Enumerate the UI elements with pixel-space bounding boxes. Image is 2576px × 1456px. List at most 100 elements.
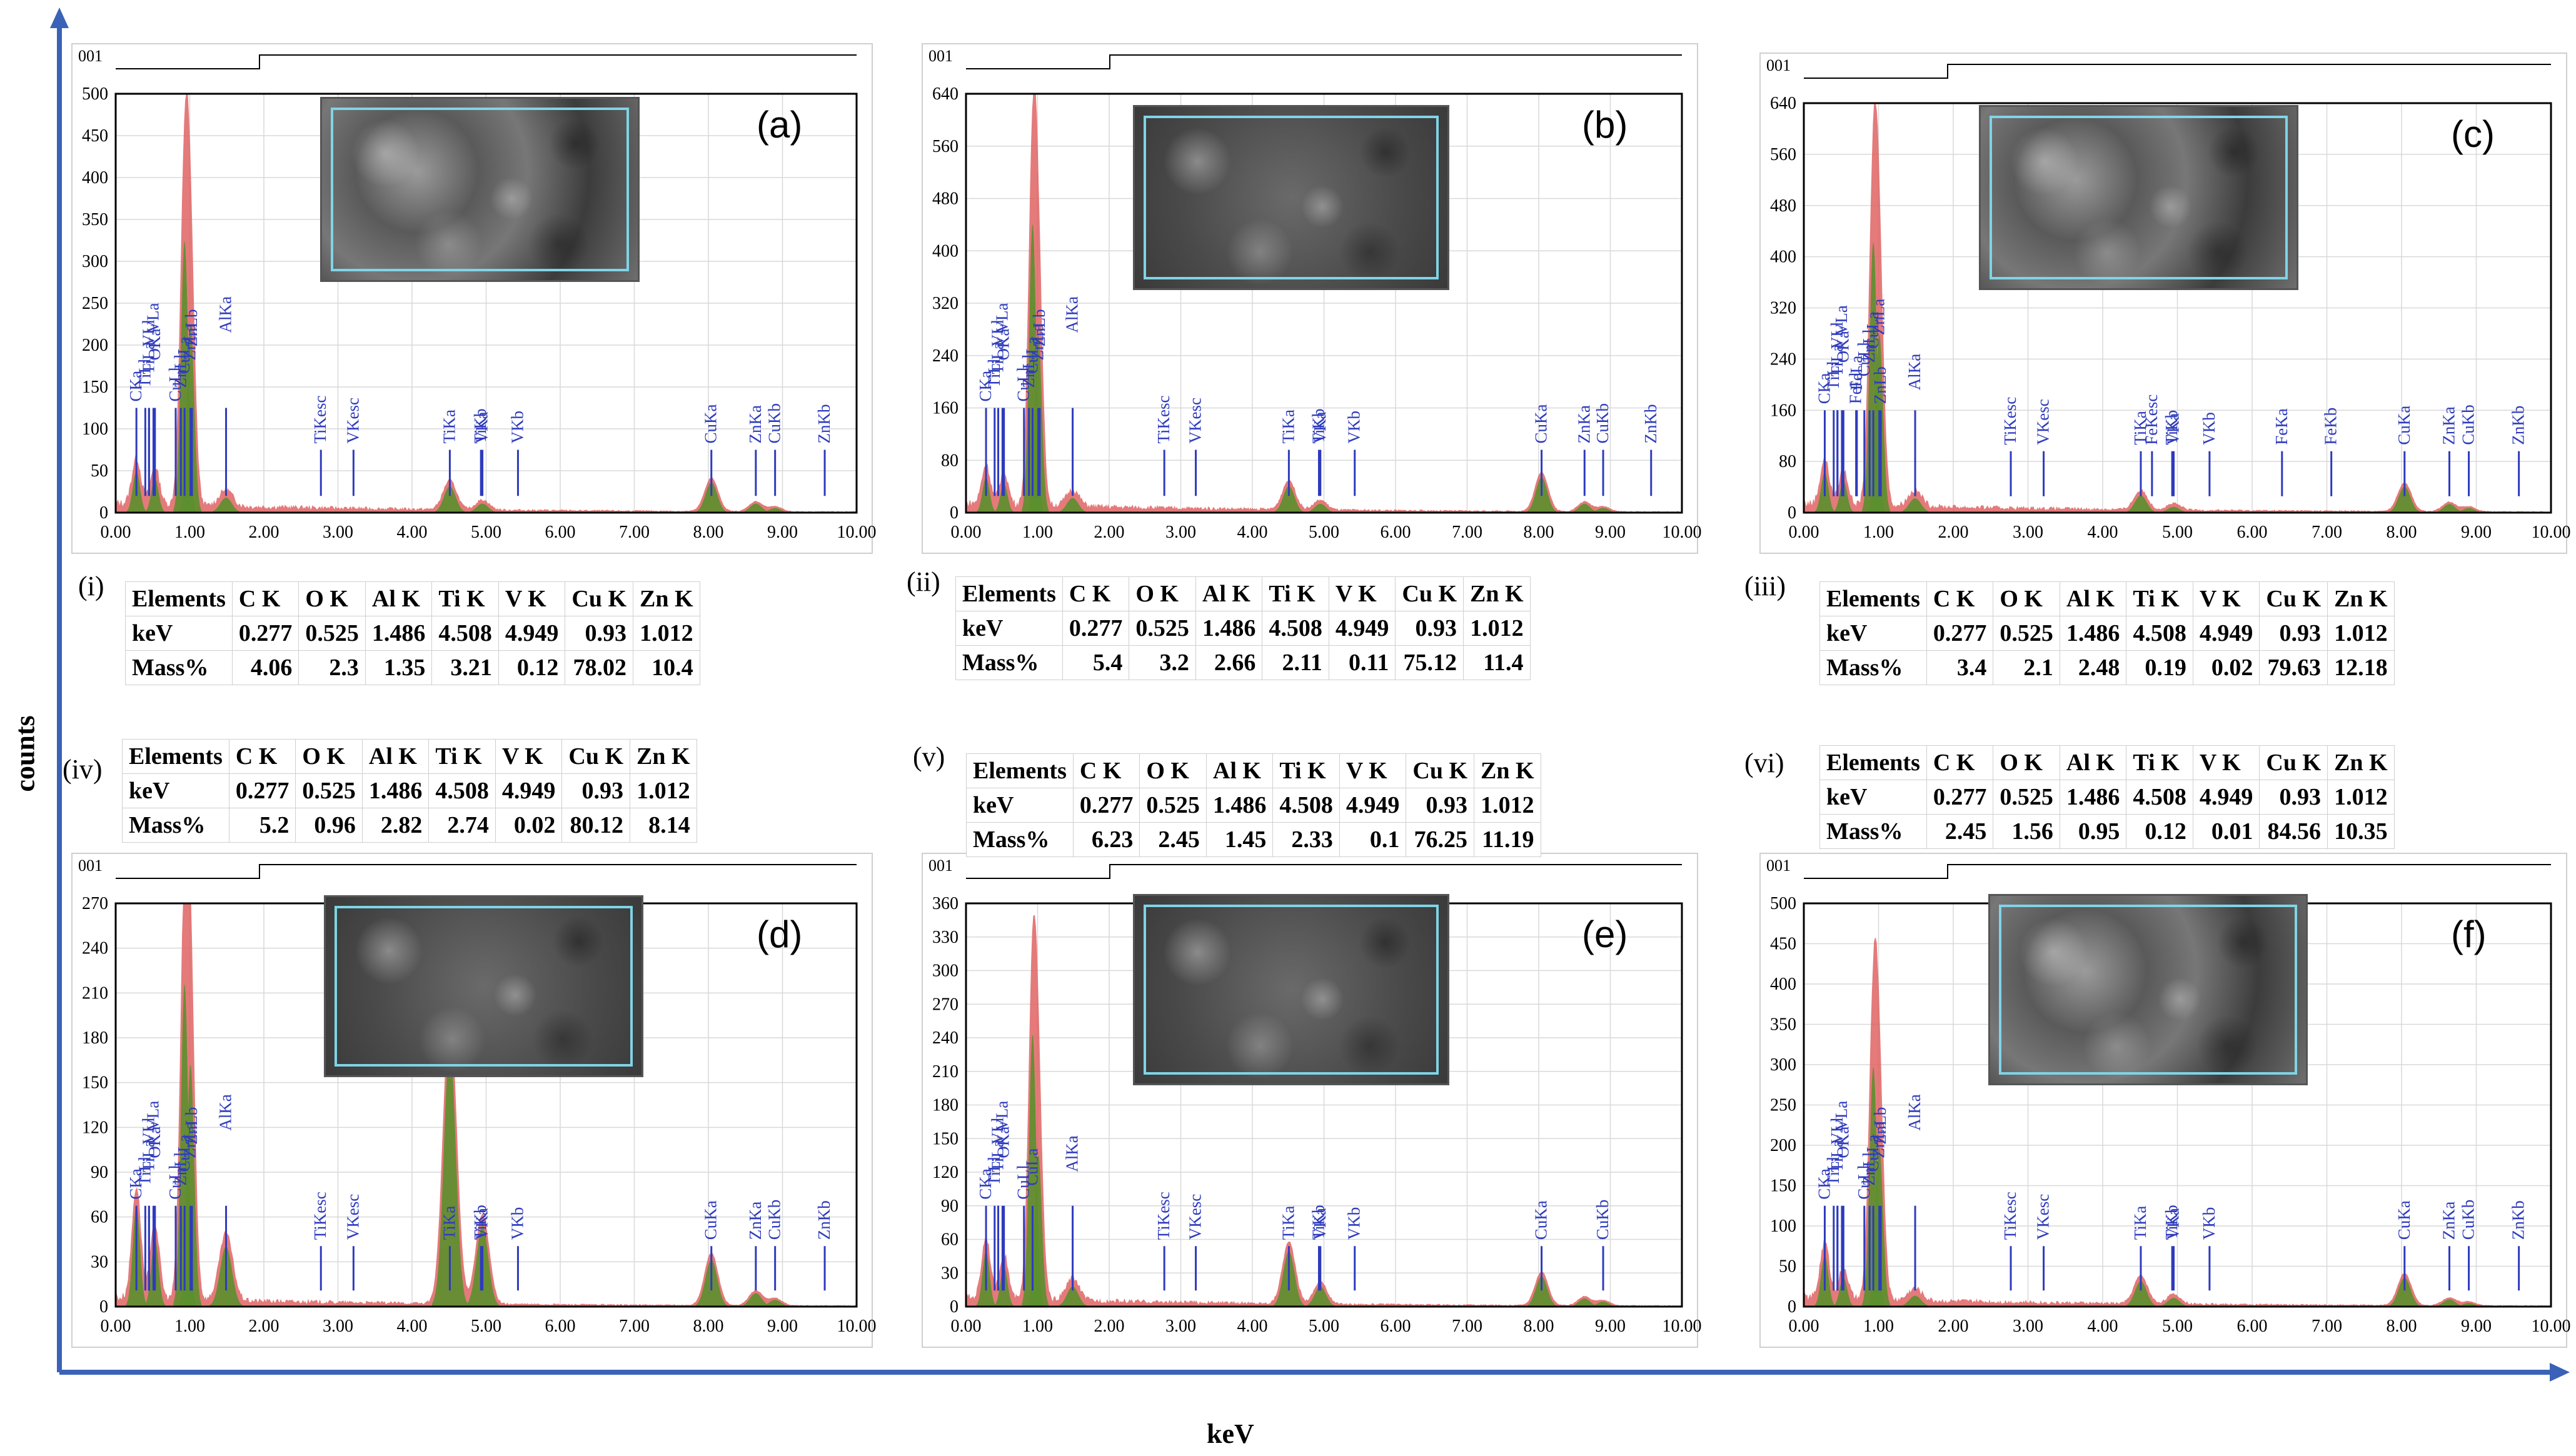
header-cell: O K	[295, 739, 363, 774]
y-tick-label: 0	[950, 503, 958, 523]
header-cell: Zn K	[630, 739, 697, 774]
header-cell: V K	[1339, 753, 1407, 788]
table-mass-row: Mass% 5.4 3.2 2.66 2.11 0.11 75.12 11.4	[955, 645, 1531, 680]
x-tick-label: 9.00	[767, 1317, 798, 1336]
y-tick-label: 30	[941, 1263, 958, 1283]
mass-cell: 2.45	[1139, 822, 1207, 857]
peak-label: CuLl	[1014, 1165, 1033, 1200]
mass-cell: 79.63	[2259, 650, 2328, 685]
peak-label: CuKb	[1593, 1200, 1612, 1240]
y-tick-label: 150	[932, 1129, 958, 1148]
panel-letter: (c)	[2451, 113, 2495, 155]
mass-cell: 1.56	[1993, 814, 2060, 849]
x-tick-label: 0.00	[101, 1317, 131, 1336]
peak-label: FeLa	[1847, 356, 1866, 390]
peak-fit	[1586, 508, 1621, 513]
sem-image-d	[324, 895, 643, 1077]
peak-label: ZnLb	[1871, 366, 1889, 404]
table-kev-row: keV 0.277 0.525 1.486 4.508 4.949 0.93 1…	[955, 611, 1531, 646]
peak-label: VLl	[1828, 1117, 1846, 1145]
mass-cell: 10.35	[2327, 814, 2395, 849]
mass-cell: 78.02	[565, 650, 634, 685]
peak-label: CuKb	[1593, 403, 1612, 444]
peak-label: TiKb	[2162, 1205, 2181, 1240]
y-tick-label: 0	[950, 1297, 958, 1317]
peak-label: TiKa	[1279, 1206, 1297, 1240]
peak-label: VLa	[992, 1101, 1011, 1131]
peak-label: ZnLa	[181, 1122, 199, 1158]
peak-label: CuKa	[702, 404, 720, 443]
peak-label: CuLa	[1022, 1148, 1041, 1186]
kev-cell: 1.486	[361, 773, 430, 808]
peak-label: FeKa	[2272, 408, 2291, 444]
header-cell: Elements	[966, 753, 1074, 788]
mass-cell: 2.33	[1272, 822, 1340, 857]
kev-cell: 4.949	[1339, 788, 1407, 823]
mass-cell: 1.35	[365, 650, 433, 685]
header-cell: Ti K	[1272, 753, 1340, 788]
row-label: Mass%	[1819, 814, 1927, 849]
peak-label: VLl	[1828, 322, 1846, 349]
peak-label: CuLl	[166, 1165, 184, 1200]
x-tick-label: 1.00	[1022, 1317, 1053, 1336]
peak-label: TiKesc	[311, 395, 330, 443]
peak-fit	[2155, 1298, 2192, 1307]
x-tick-label: 10.00	[837, 1317, 877, 1336]
peak-label: ZnLa	[1029, 324, 1047, 360]
peak-label: ZnLa	[181, 324, 199, 360]
peak-fit	[2431, 504, 2468, 513]
peak-fit	[1524, 1276, 1559, 1307]
mass-cell: 2.11	[1262, 645, 1329, 680]
row-label: Mass%	[966, 822, 1074, 857]
y-tick-label: 350	[1770, 1015, 1796, 1035]
x-tick-label: 5.00	[471, 523, 501, 542]
mass-cell: 0.12	[498, 650, 566, 685]
header-cell: C K	[1062, 576, 1130, 611]
table-label-ii: (ii)	[907, 566, 940, 597]
peak-label: VKa	[1311, 1208, 1329, 1240]
table-mass-row: Mass% 4.06 2.3 1.35 3.21 0.12 78.02 10.4	[125, 650, 700, 685]
x-tick-label: 3.00	[2013, 523, 2043, 542]
peak-label: TiLl	[985, 358, 1004, 388]
peak-label: CuLl	[1014, 367, 1033, 402]
peak-label: TiLa	[989, 342, 1007, 374]
y-tick-label: 0	[99, 503, 108, 523]
table-mass-row: Mass% 5.2 0.96 2.82 2.74 0.02 80.12 8.14	[122, 808, 697, 843]
y-tick-label: 560	[1770, 145, 1796, 164]
peak-fit	[431, 1044, 468, 1307]
x-tick-label: 10.00	[837, 523, 877, 542]
x-tick-label: 0.00	[1789, 1317, 1819, 1336]
kev-cell: 0.525	[1993, 780, 2060, 815]
x-tick-label: 1.00	[174, 1317, 205, 1336]
kev-cell: 1.486	[365, 616, 433, 651]
peak-label: TiKb	[1309, 408, 1327, 443]
mass-cell: 0.02	[2192, 650, 2260, 685]
table-mass-row: Mass% 3.4 2.1 2.48 0.19 0.02 79.63 12.18	[1819, 650, 2395, 685]
peak-label: TiKa	[1279, 409, 1297, 444]
tag-outline	[966, 54, 1682, 69]
x-tick-label: 2.00	[1938, 1317, 1969, 1336]
y-tick-label: 240	[932, 1028, 958, 1048]
sem-image-f	[1988, 894, 2308, 1085]
header-cell: Elements	[122, 739, 229, 774]
peak-label: ZnKa	[746, 405, 765, 443]
peak-label: TiLa	[989, 1140, 1007, 1172]
kev-cell: 4.949	[498, 616, 566, 651]
y-tick-label: 480	[932, 189, 958, 209]
mass-cell: 2.82	[361, 808, 430, 843]
header-cell: O K	[298, 581, 366, 616]
peak-fit	[2387, 486, 2423, 513]
peak-label: CKa	[1814, 373, 1833, 404]
peak-label: VKb	[508, 1207, 526, 1240]
header-cell: Al K	[1205, 753, 1274, 788]
mass-cell: 0.11	[1328, 645, 1396, 680]
peak-fit	[431, 486, 468, 513]
y-tick-label: 250	[82, 294, 108, 313]
peak-label: VKesc	[343, 398, 362, 443]
peak-label: VLl	[139, 319, 158, 347]
x-axis-label: keV	[1207, 1418, 1254, 1449]
peak-label: FeKb	[2322, 408, 2340, 445]
header-cell: Al K	[2059, 581, 2127, 616]
header-cell: O K	[1993, 581, 2060, 616]
peak-fit	[1897, 1295, 1933, 1307]
